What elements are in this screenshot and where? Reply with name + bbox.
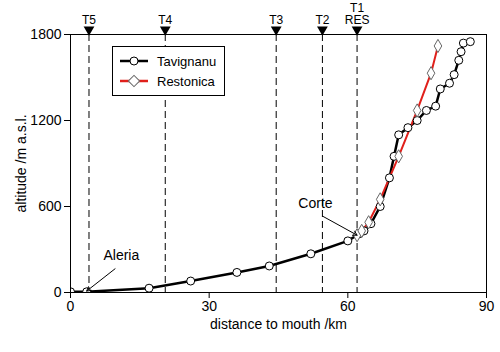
svg-text:T4: T4 bbox=[158, 13, 172, 27]
svg-text:0: 0 bbox=[67, 298, 75, 314]
svg-text:T3: T3 bbox=[269, 13, 283, 27]
svg-text:30: 30 bbox=[201, 298, 217, 314]
svg-text:0: 0 bbox=[54, 284, 62, 300]
svg-text:T2: T2 bbox=[315, 13, 329, 27]
svg-text:1800: 1800 bbox=[30, 26, 61, 42]
svg-text:60: 60 bbox=[340, 298, 356, 314]
html-text:Restonica: Restonica bbox=[157, 73, 215, 89]
svg-text:Aleria: Aleria bbox=[103, 247, 139, 263]
svg-text:600: 600 bbox=[38, 198, 62, 214]
svg-text:altitude /m a.s.l.: altitude /m a.s.l. bbox=[13, 114, 29, 212]
svg-text:T5: T5 bbox=[82, 13, 96, 27]
svg-text:1200: 1200 bbox=[30, 112, 61, 128]
html-text:Tavignanu: Tavignanu bbox=[157, 53, 217, 69]
svg-text:Corte: Corte bbox=[298, 195, 332, 211]
svg-text:90: 90 bbox=[479, 298, 495, 314]
svg-text:T1RES: T1RES bbox=[345, 1, 370, 27]
svg-text:distance to mouth /km: distance to mouth /km bbox=[210, 316, 347, 332]
